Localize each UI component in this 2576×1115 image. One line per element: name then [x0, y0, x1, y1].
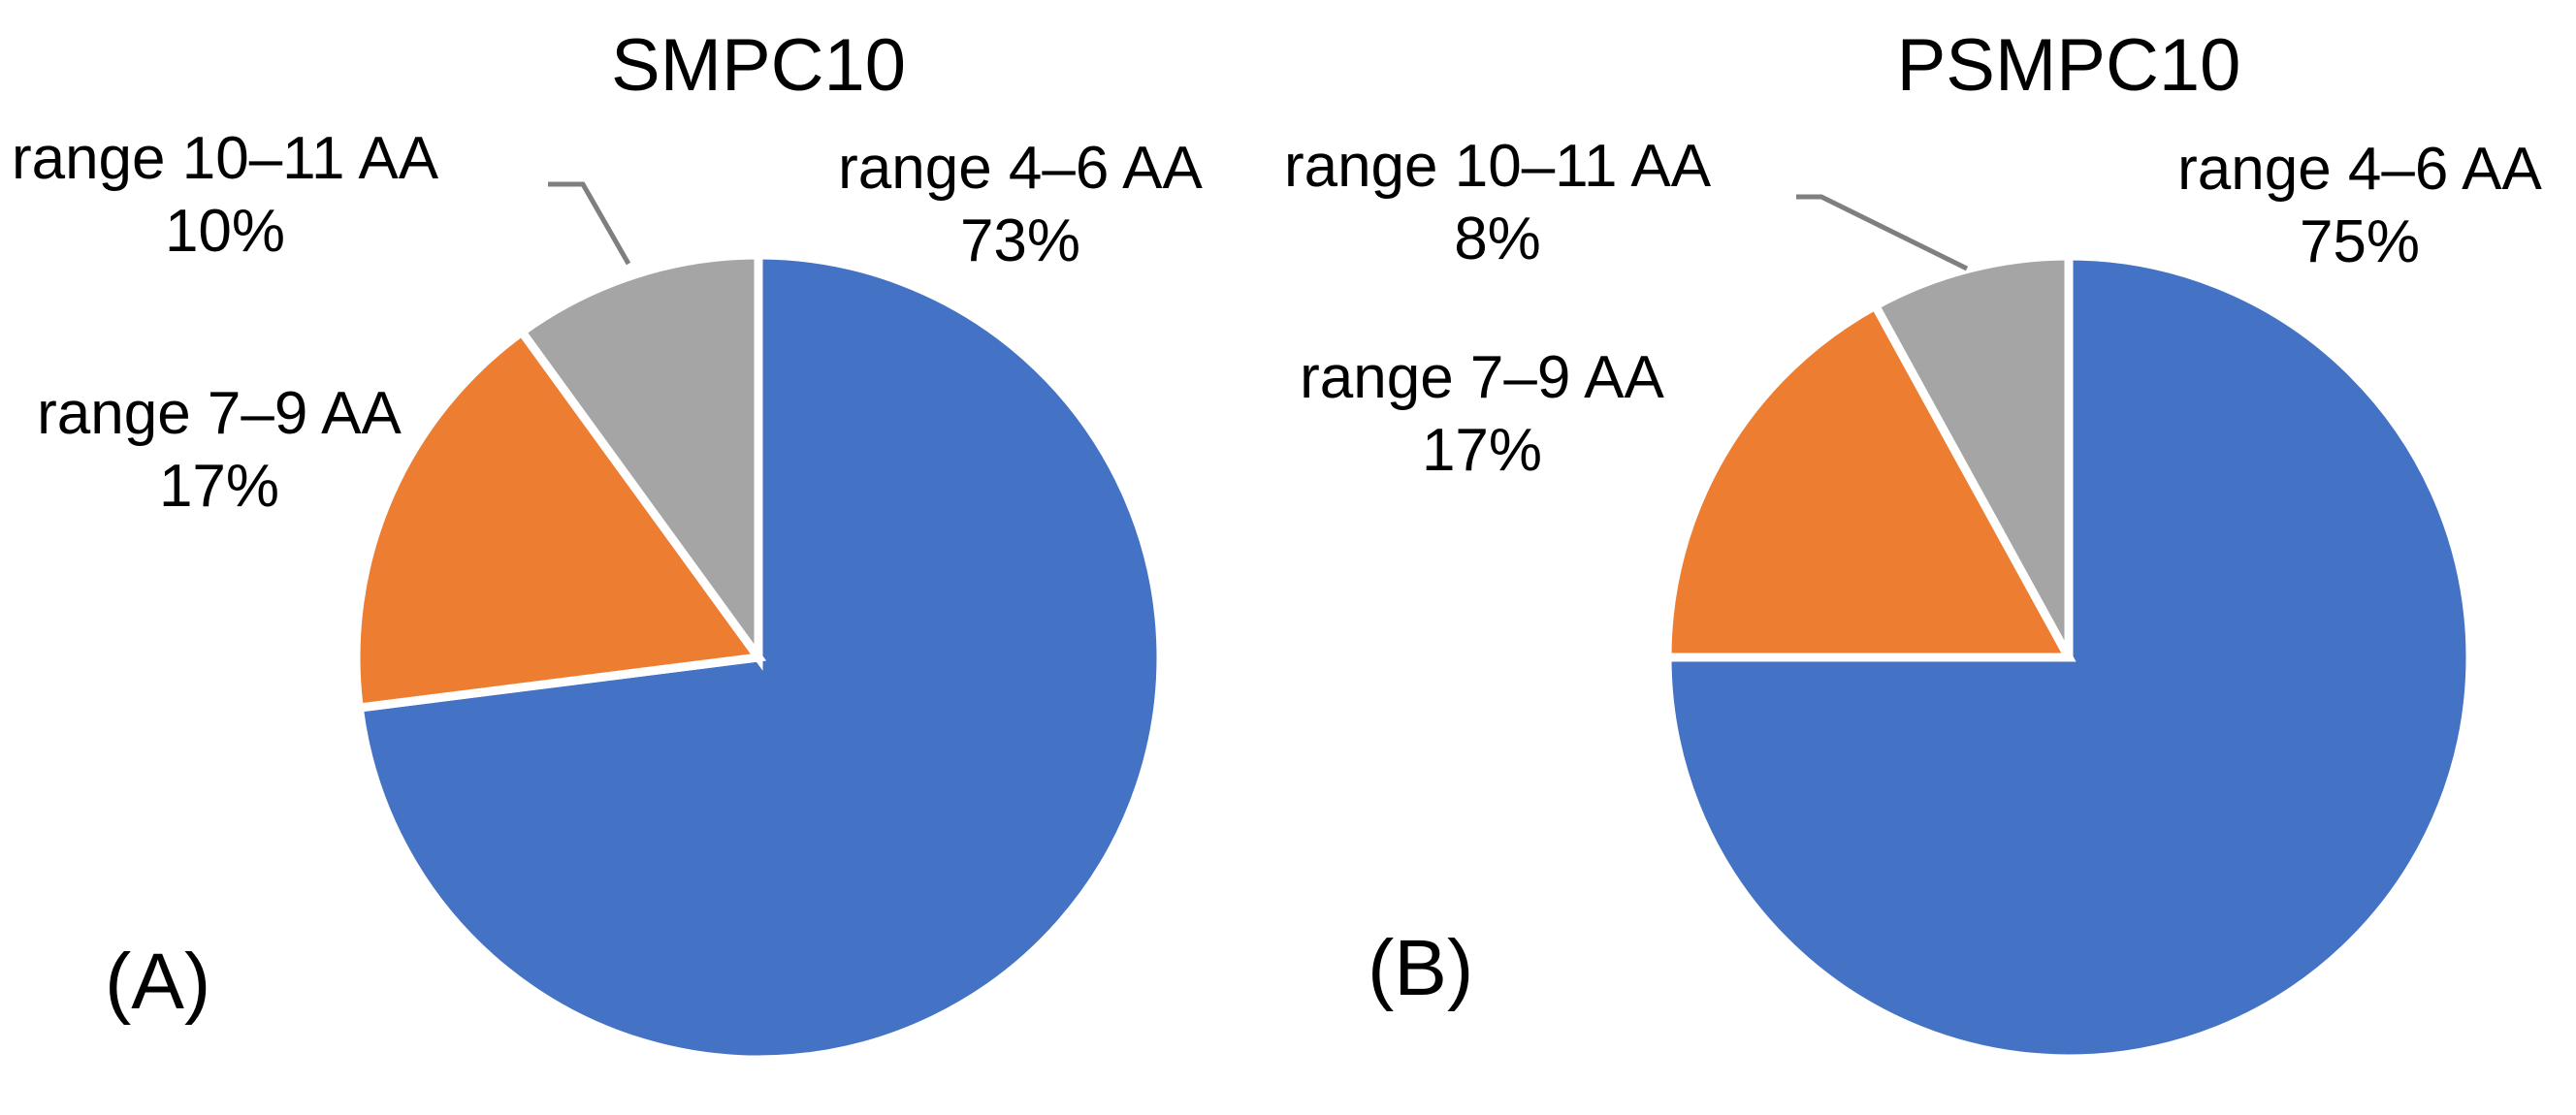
pie-slice-smpc10-range-10–11-AA — [515, 250, 763, 671]
pie-psmpc10 — [1662, 251, 2475, 1064]
label-a-range-10-11: range 10–11 AA 10% — [12, 122, 438, 268]
chart-title-psmpc10: PSMPC10 — [1896, 24, 2241, 107]
label-b-range-7-9: range 7–9 AA 17% — [1300, 341, 1664, 487]
label-b-range-7-9-name: range 7–9 AA — [1300, 344, 1664, 411]
pie-smpc10 — [351, 250, 1166, 1065]
pie-slice-psmpc10-range-4–6-AA — [1662, 251, 2475, 1064]
label-a-range-10-11-name: range 10–11 AA — [11, 125, 439, 192]
label-a-range-7-9-pct: 17% — [158, 453, 280, 520]
label-a-range-4-6-name: range 4–6 AA — [838, 135, 1203, 202]
leader-line-a — [548, 181, 631, 266]
pie-slice-psmpc10-range-10–11-AA — [1869, 251, 2074, 660]
label-a-range-7-9-name: range 7–9 AA — [37, 380, 402, 447]
label-a-range-4-6: range 4–6 AA 73% — [838, 132, 1203, 277]
label-a-range-10-11-pct: 10% — [164, 198, 286, 265]
label-a-range-4-6-pct: 73% — [959, 207, 1081, 274]
panel-label-b: (B) — [1368, 924, 1474, 1012]
label-b-range-7-9-pct: 17% — [1421, 417, 1543, 484]
label-b-range-4-6-pct: 75% — [2299, 208, 2421, 275]
label-b-range-4-6: range 4–6 AA 75% — [2177, 133, 2542, 278]
leader-line-b — [1796, 194, 1969, 271]
label-b-range-10-11-pct: 8% — [1454, 206, 1541, 272]
pie-slice-psmpc10-range-7–9-AA — [1662, 300, 2077, 662]
label-b-range-4-6-name: range 4–6 AA — [2177, 136, 2542, 203]
label-b-range-10-11-name: range 10–11 AA — [1283, 133, 1712, 200]
label-a-range-7-9: range 7–9 AA 17% — [37, 377, 402, 523]
label-b-range-10-11: range 10–11 AA 8% — [1284, 130, 1711, 275]
chart-title-smpc10: SMPC10 — [610, 24, 907, 107]
panel-label-a: (A) — [105, 938, 211, 1026]
pie-slice-smpc10-range-7–9-AA — [351, 325, 767, 714]
